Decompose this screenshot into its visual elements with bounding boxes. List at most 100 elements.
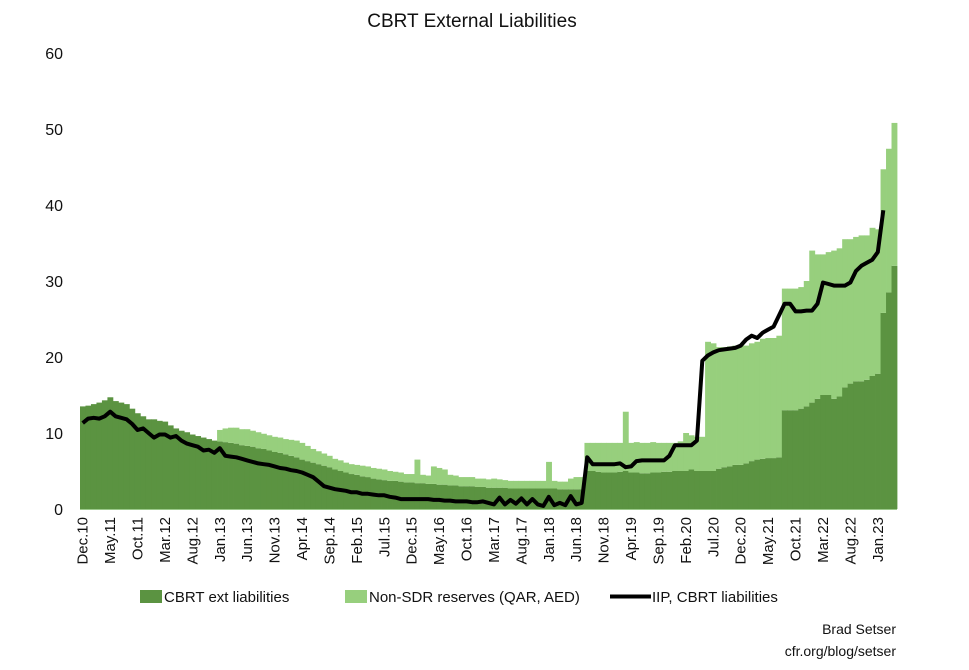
legend-swatch-non-sdr-reserves (345, 590, 367, 603)
bar-cbrt-ext-liabilities (858, 381, 865, 509)
bar-cbrt-ext-liabilities (716, 468, 722, 509)
bar-non-sdr-reserves (535, 480, 541, 489)
credit-source: cfr.org/blog/setser (785, 643, 897, 659)
bar-cbrt-ext-liabilities (770, 458, 777, 509)
bar-cbrt-ext-liabilities (271, 452, 278, 509)
bar-non-sdr-reserves (436, 467, 443, 485)
bar-cbrt-ext-liabilities (781, 410, 788, 509)
bar-cbrt-ext-liabilities (85, 405, 92, 509)
legend-label-non-sdr-reserves: Non-SDR reserves (QAR, AED) (369, 589, 580, 606)
bar-non-sdr-reserves (573, 477, 580, 490)
bar-cbrt-ext-liabilities (293, 457, 300, 509)
bar-non-sdr-reserves (748, 343, 755, 462)
y-tick-label: 40 (45, 198, 63, 215)
bar-cbrt-ext-liabilities (315, 464, 322, 509)
bar-cbrt-ext-liabilities (90, 404, 97, 509)
bar-non-sdr-reserves (765, 338, 772, 459)
y-tick-label: 60 (45, 46, 63, 63)
bar-cbrt-ext-liabilities (776, 457, 783, 509)
bar-cbrt-ext-liabilities (891, 265, 898, 509)
bar-non-sdr-reserves (469, 477, 476, 487)
iip-cbrt-liabilities-line (81, 210, 886, 508)
bar-cbrt-ext-liabilities (430, 483, 437, 509)
bar-cbrt-ext-liabilities (469, 486, 476, 509)
bar-non-sdr-reserves (255, 432, 262, 449)
x-tick-label: Aug.17 (513, 517, 530, 565)
x-tick-label: May.11 (102, 517, 119, 564)
bar-non-sdr-reserves (337, 460, 344, 471)
bar-non-sdr-reserves (727, 346, 733, 467)
chart-title: CBRT External Liabilities (367, 11, 576, 32)
bar-cbrt-ext-liabilities (732, 464, 739, 509)
y-tick-label: 20 (45, 350, 63, 367)
line-series (81, 210, 886, 508)
bar-cbrt-ext-liabilities (107, 397, 114, 509)
x-tick-label: Mar.12 (157, 517, 174, 563)
bar-non-sdr-reserves (683, 433, 690, 471)
bar-non-sdr-reserves (568, 478, 574, 490)
bar-non-sdr-reserves (737, 345, 744, 465)
bar-cbrt-ext-liabilities (628, 472, 635, 509)
bar-cbrt-ext-liabilities (80, 406, 86, 509)
bar-non-sdr-reserves (392, 471, 399, 481)
bar-cbrt-ext-liabilities (644, 473, 651, 509)
bar-non-sdr-reserves (770, 338, 777, 459)
bar-non-sdr-reserves (332, 458, 339, 470)
x-tick-label: Dec.10 (75, 517, 92, 565)
bar-non-sdr-reserves (485, 479, 492, 488)
bar-cbrt-ext-liabilities (611, 472, 618, 509)
bars (80, 122, 898, 509)
y-tick-label: 50 (45, 122, 63, 139)
bar-cbrt-ext-liabilities (639, 473, 646, 509)
bar-non-sdr-reserves (321, 453, 328, 466)
bar-cbrt-ext-liabilities (573, 489, 580, 509)
x-tick-label: Jan.23 (870, 517, 887, 562)
bar-non-sdr-reserves (288, 439, 295, 456)
bar-non-sdr-reserves (293, 440, 300, 458)
x-tick-label: Sep.14 (322, 517, 339, 565)
bar-non-sdr-reserves (447, 474, 454, 486)
bar-non-sdr-reserves (842, 239, 849, 388)
bar-non-sdr-reserves (441, 469, 448, 485)
bar-cbrt-ext-liabilities (617, 471, 624, 509)
bar-cbrt-ext-liabilities (836, 396, 843, 509)
bar-non-sdr-reserves (540, 480, 547, 489)
bar-cbrt-ext-liabilities (710, 471, 717, 509)
bar-non-sdr-reserves (425, 475, 432, 484)
bar-non-sdr-reserves (387, 471, 393, 481)
x-axis: Dec.10 May.11 Oct.11 Mar.12 Aug.12 Jan.13 Jun.… (75, 517, 887, 565)
bar-non-sdr-reserves (249, 430, 256, 447)
bar-cbrt-ext-liabilities (798, 408, 805, 509)
bar-non-sdr-reserves (754, 341, 761, 460)
credit-author: Brad Setser (822, 621, 896, 637)
bar-non-sdr-reserves (617, 442, 624, 472)
bar-cbrt-ext-liabilities (189, 434, 196, 509)
bar-cbrt-ext-liabilities (748, 461, 755, 509)
x-tick-label: Mar.17 (486, 517, 503, 563)
bar-non-sdr-reserves (310, 448, 317, 463)
bar-cbrt-ext-liabilities (809, 402, 816, 509)
bar-cbrt-ext-liabilities (249, 446, 256, 509)
bar-cbrt-ext-liabilities (222, 442, 229, 509)
bar-non-sdr-reserves (820, 254, 827, 395)
x-tick-label: Jun.13 (239, 517, 256, 562)
bar-cbrt-ext-liabilities (754, 459, 761, 509)
bar-non-sdr-reserves (277, 437, 284, 453)
bar-non-sdr-reserves (266, 435, 273, 451)
bar-cbrt-ext-liabilities (123, 404, 130, 509)
x-tick-label: Aug.22 (842, 517, 859, 565)
bar-cbrt-ext-liabilities (480, 486, 487, 509)
bar-cbrt-ext-liabilities (606, 472, 613, 509)
bar-cbrt-ext-liabilities (195, 436, 202, 509)
bar-cbrt-ext-liabilities (266, 450, 273, 509)
bar-non-sdr-reserves (222, 428, 229, 443)
bar-non-sdr-reserves (408, 474, 415, 483)
bar-non-sdr-reserves (529, 480, 536, 489)
y-tick-label: 30 (45, 274, 63, 291)
x-tick-label: May.21 (760, 517, 777, 565)
bar-cbrt-ext-liabilities (398, 481, 404, 509)
bar-cbrt-ext-liabilities (633, 472, 640, 509)
bar-non-sdr-reserves (831, 250, 838, 399)
x-tick-label: Dec.20 (733, 517, 750, 565)
bar-non-sdr-reserves (606, 442, 613, 473)
